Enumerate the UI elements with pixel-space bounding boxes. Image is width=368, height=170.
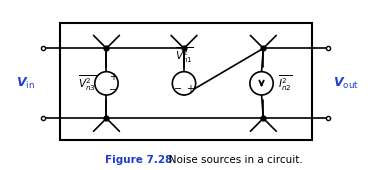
Text: $\bfit{V}_{\rm out}$: $\bfit{V}_{\rm out}$ [333, 76, 359, 91]
Ellipse shape [95, 72, 118, 95]
Text: −: − [174, 84, 182, 94]
Text: +: + [187, 84, 194, 94]
Ellipse shape [250, 72, 273, 95]
Text: $\overline{I^2_{n2}}$: $\overline{I^2_{n2}}$ [278, 74, 293, 93]
Text: −: − [109, 85, 117, 95]
Text: $\bfit{V}_{\rm in}$: $\bfit{V}_{\rm in}$ [16, 76, 35, 91]
Text: +: + [109, 72, 117, 82]
Text: Noise sources in a circuit.: Noise sources in a circuit. [159, 155, 302, 165]
Text: $\overline{V^2_{n1}}$: $\overline{V^2_{n1}}$ [175, 45, 193, 65]
Text: $\overline{V^2_{n3}}$: $\overline{V^2_{n3}}$ [78, 74, 97, 93]
Text: Figure 7.28: Figure 7.28 [105, 155, 172, 165]
Bar [60, 23, 312, 140]
Ellipse shape [172, 72, 196, 95]
